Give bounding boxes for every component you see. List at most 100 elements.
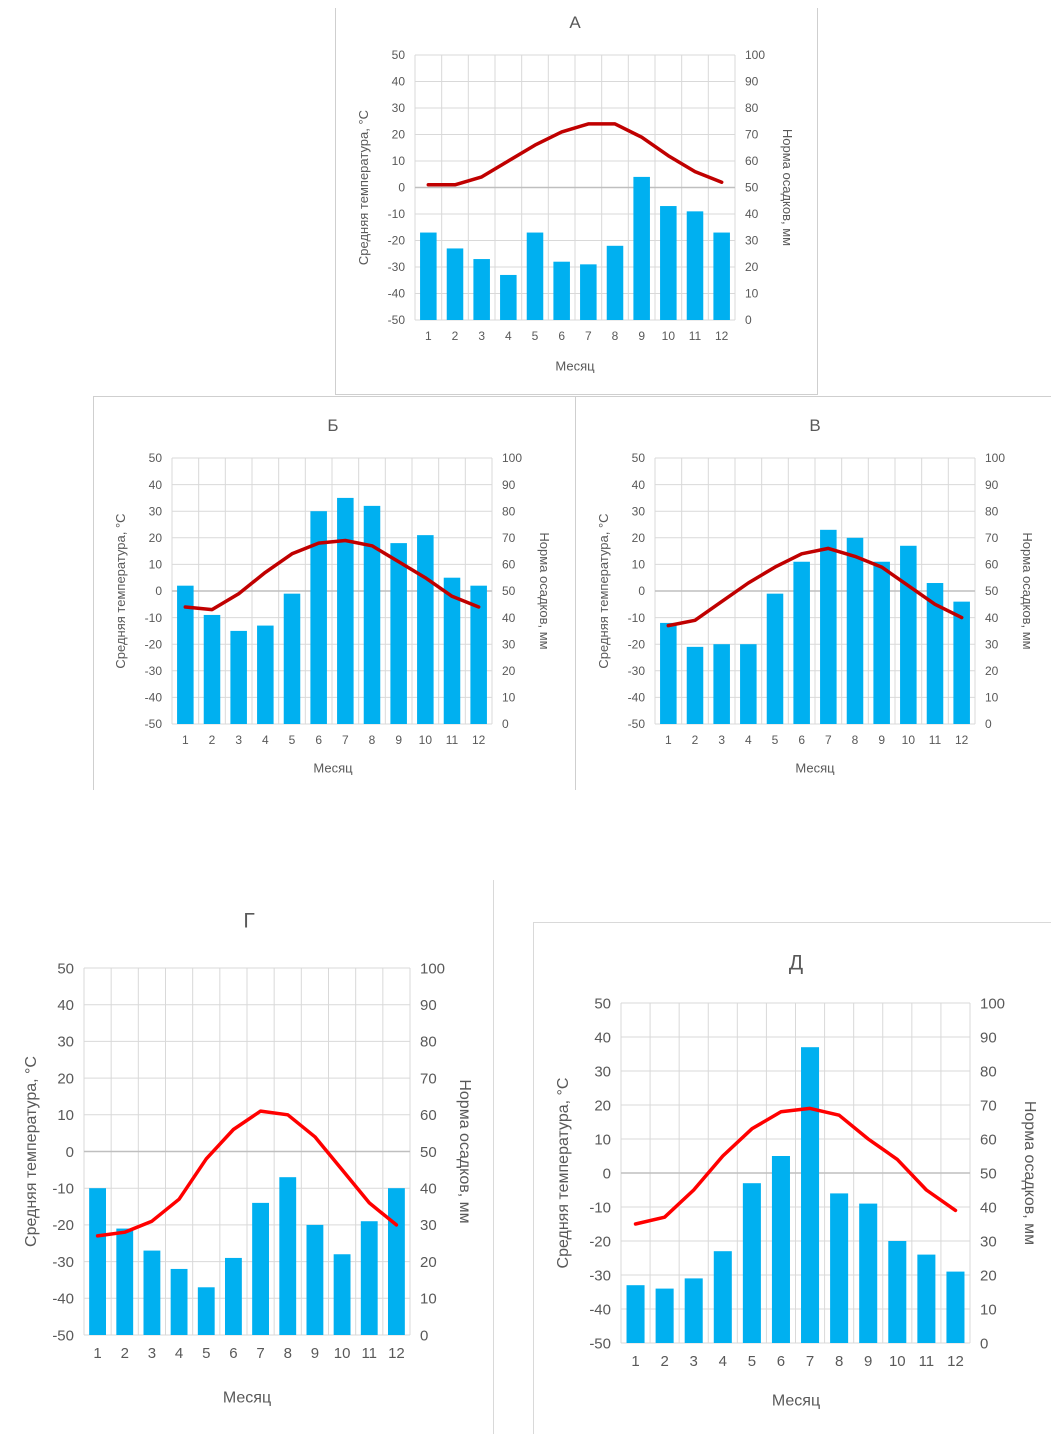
temperature-line <box>183 538 481 612</box>
y-tick-label: 0 <box>638 584 645 598</box>
precipitation-bar <box>820 529 837 724</box>
x-tick-label: 12 <box>955 733 969 747</box>
precipitation-bar <box>626 1285 645 1343</box>
precipitation-bar <box>443 577 461 724</box>
precipitation-bar <box>473 259 490 320</box>
y-tick-label: -40 <box>145 691 163 705</box>
precipitation-bar <box>771 1156 790 1343</box>
x-tick-label: 5 <box>748 1353 756 1370</box>
y2-tick-label: 0 <box>502 717 509 731</box>
x-tick-label: 8 <box>852 733 859 747</box>
x-tick-label: 12 <box>388 1345 405 1362</box>
precipitation-bar <box>177 585 194 724</box>
y-tick-label: -40 <box>628 691 646 705</box>
precipitation-bar <box>633 176 650 320</box>
y2-tick-label: 30 <box>502 637 516 651</box>
x-tick-label: 2 <box>121 1345 129 1362</box>
temperature-line <box>95 1109 399 1238</box>
y-tick-label: 30 <box>57 1034 74 1051</box>
x-tick-label: 11 <box>919 1353 935 1370</box>
precipitation-bar <box>713 232 730 320</box>
y-tick-label: -50 <box>388 313 406 327</box>
x-tick-label: 1 <box>93 1345 101 1362</box>
precipitation-bar <box>926 583 944 724</box>
precipitation-bar <box>224 1257 242 1335</box>
precipitation-bar <box>283 593 301 724</box>
y-axis-label: Средняя температура, °С <box>596 513 611 668</box>
precipitation-bar <box>526 232 544 320</box>
x-tick-label: 2 <box>209 733 216 747</box>
y-tick-label: -40 <box>52 1291 74 1308</box>
x-tick-label: 1 <box>182 733 189 747</box>
x-tick-label: 7 <box>806 1353 814 1370</box>
x-tick-label: 6 <box>315 733 322 747</box>
x-tick-label: 5 <box>202 1345 210 1362</box>
y2-tick-label: 30 <box>745 234 759 248</box>
chart-panel-v <box>576 396 1051 790</box>
x-axis-label: Месяц <box>772 1393 820 1410</box>
precipitation-bar <box>684 1278 703 1343</box>
x-tick-label: 4 <box>719 1353 727 1370</box>
chart-d: 50403020100-10-20-30-40-5010090807060504… <box>555 951 1038 1409</box>
x-tick-label: 9 <box>638 329 645 343</box>
x-tick-label: 7 <box>585 329 592 343</box>
y-tick-label: 20 <box>632 531 646 545</box>
y2-tick-label: 100 <box>420 960 445 977</box>
y2-tick-label: 20 <box>980 1267 997 1284</box>
y-axis-label: Средняя температура, °С <box>113 513 128 668</box>
y2-tick-label: 60 <box>745 154 759 168</box>
chart-v: 50403020100-10-20-30-40-5010090807060504… <box>596 416 1035 776</box>
x-tick-label: 12 <box>715 329 729 343</box>
y2-tick-label: 90 <box>502 478 516 492</box>
y2-axis-label: Норма осадков, мм <box>1021 1101 1038 1245</box>
y-tick-label: 40 <box>632 478 646 492</box>
precipitation-bar <box>387 1188 405 1335</box>
x-tick-label: 11 <box>929 733 942 747</box>
precipitation-bar <box>306 1224 324 1335</box>
y2-tick-label: 20 <box>420 1254 437 1271</box>
y2-tick-label: 90 <box>745 75 759 89</box>
y2-tick-label: 10 <box>985 691 999 705</box>
precipitation-bar <box>900 545 917 724</box>
precipitation-bar <box>553 261 570 320</box>
y-tick-label: -20 <box>388 234 406 248</box>
y-tick-label: 50 <box>392 48 406 62</box>
y2-tick-label: 50 <box>502 584 516 598</box>
y2-tick-label: 100 <box>745 48 765 62</box>
y-tick-label: 50 <box>57 960 74 977</box>
x-tick-label: 3 <box>148 1345 156 1362</box>
x-tick-label: 10 <box>419 733 433 747</box>
x-tick-label: 5 <box>772 733 779 747</box>
y2-tick-label: 100 <box>502 451 522 465</box>
y2-tick-label: 0 <box>980 1335 988 1352</box>
precipitation-bar <box>801 1047 820 1343</box>
x-tick-label: 4 <box>505 329 512 343</box>
y-tick-label: 30 <box>632 504 646 518</box>
precipitation-bar <box>660 206 677 320</box>
precipitation-bar <box>873 561 890 724</box>
precipitation-bar <box>686 211 704 320</box>
y2-tick-label: 50 <box>420 1144 437 1161</box>
y2-tick-label: 40 <box>980 1199 997 1216</box>
precipitation-bar <box>230 630 247 724</box>
x-tick-label: 10 <box>889 1353 906 1370</box>
chart-b: 50403020100-10-20-30-40-5010090807060504… <box>113 416 552 776</box>
chart-a: 50403020100-10-20-30-40-5010090807060504… <box>356 13 795 374</box>
precipitation-bar <box>606 245 624 320</box>
x-tick-label: 7 <box>825 733 832 747</box>
precipitation-bar <box>953 601 970 724</box>
precipitation-bar <box>257 625 274 724</box>
x-tick-label: 6 <box>798 733 805 747</box>
y-tick-label: -30 <box>589 1267 611 1284</box>
precipitation-bar <box>580 264 597 320</box>
x-tick-label: 3 <box>235 733 242 747</box>
y2-tick-label: 70 <box>502 531 516 545</box>
chart-panel-a <box>335 8 818 395</box>
y-tick-label: -20 <box>52 1217 74 1234</box>
y2-tick-label: 90 <box>985 478 999 492</box>
chart-panel-d <box>533 922 1051 1434</box>
precipitation-bar <box>655 1288 674 1343</box>
y2-tick-label: 20 <box>745 260 759 274</box>
x-tick-label: 2 <box>452 329 459 343</box>
y2-tick-label: 20 <box>502 664 516 678</box>
